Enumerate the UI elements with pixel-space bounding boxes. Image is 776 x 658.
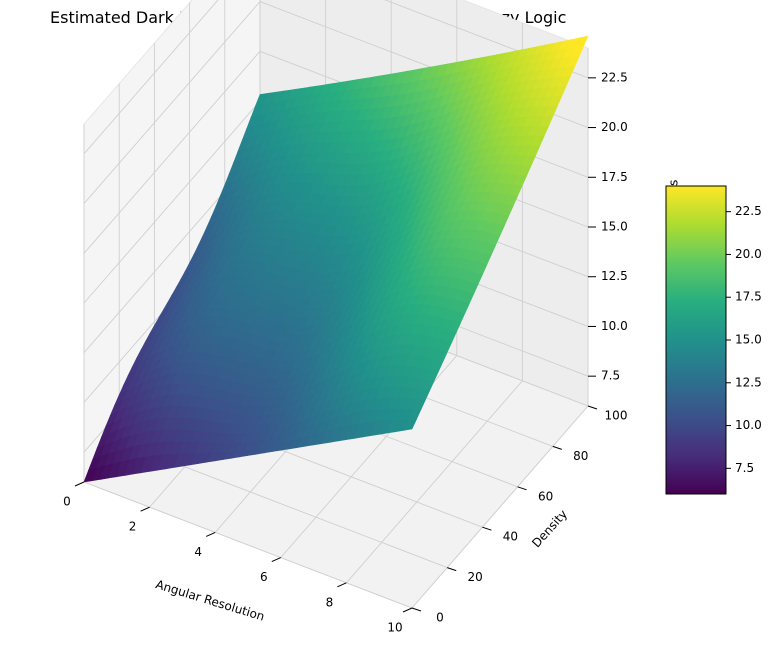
y-tick-mark <box>587 405 598 410</box>
grid-line-x <box>411 405 589 609</box>
x-tick-mark <box>74 481 85 487</box>
grid-line-z <box>83 100 261 304</box>
x-tick-mark <box>337 582 347 588</box>
z-tick-label: 17.5 <box>601 170 628 184</box>
z-tick-label: 10.0 <box>601 319 628 333</box>
grid-line-x <box>346 380 523 584</box>
colorbar-tick-label: 22.5 <box>735 204 762 218</box>
y-axis-label: Density <box>529 507 570 550</box>
grid-line-z <box>83 0 219 155</box>
y-tick-label: 0 <box>436 611 444 625</box>
colorbar: 7.5 10.0 12.5 15.0 17.5 20.0 22.5 <box>665 185 762 495</box>
x-tick-mark <box>271 557 282 563</box>
surface-cell <box>403 419 417 431</box>
grid-line-y <box>83 481 413 609</box>
y-tick-mark <box>411 607 422 612</box>
x-tick-label: 4 <box>194 545 202 559</box>
colorbar-tick-label: 12.5 <box>735 375 762 389</box>
y-tick-label: 80 <box>573 449 588 463</box>
x-tick-label: 2 <box>129 520 137 534</box>
x-tick-label: 8 <box>326 595 334 609</box>
x-tick-mark <box>205 531 216 537</box>
grid-line-z <box>83 1 261 204</box>
grid-line-z <box>83 50 261 254</box>
x-tick-label: 0 <box>63 495 71 509</box>
z-tick-label: 7.5 <box>601 369 620 383</box>
y-tick-label: 40 <box>503 530 518 544</box>
colorbar-tick-label: 10.0 <box>735 418 762 432</box>
x-tick-label: 6 <box>260 570 268 584</box>
x-tick-mark <box>140 506 150 512</box>
z-tick-label: 20.0 <box>601 120 628 134</box>
x-tick-label: 10 <box>387 621 402 635</box>
colorbar-gradient <box>665 185 727 495</box>
z-tick-label: 15.0 <box>601 220 628 234</box>
colorbar-tick-label: 17.5 <box>735 290 762 304</box>
y-tick-label: 100 <box>605 409 628 423</box>
y-tick-label: 20 <box>468 570 483 584</box>
colorbar-tick-label: 7.5 <box>735 461 754 475</box>
z-tick-label: 22.5 <box>601 70 628 84</box>
colorbar-tick-label: 20.0 <box>735 247 762 261</box>
y-tick-mark <box>447 567 457 572</box>
y-tick-mark <box>552 445 562 450</box>
surface-mesh <box>83 35 589 483</box>
colorbar-tick-label: 15.0 <box>735 333 762 347</box>
y-tick-label: 60 <box>538 489 553 503</box>
z-tick-label: 12.5 <box>601 269 628 283</box>
x-tick-mark <box>402 607 413 613</box>
x-axis-label: Angular Resolution <box>154 577 266 623</box>
y-tick-mark <box>517 486 527 491</box>
y-tick-mark <box>482 526 492 531</box>
